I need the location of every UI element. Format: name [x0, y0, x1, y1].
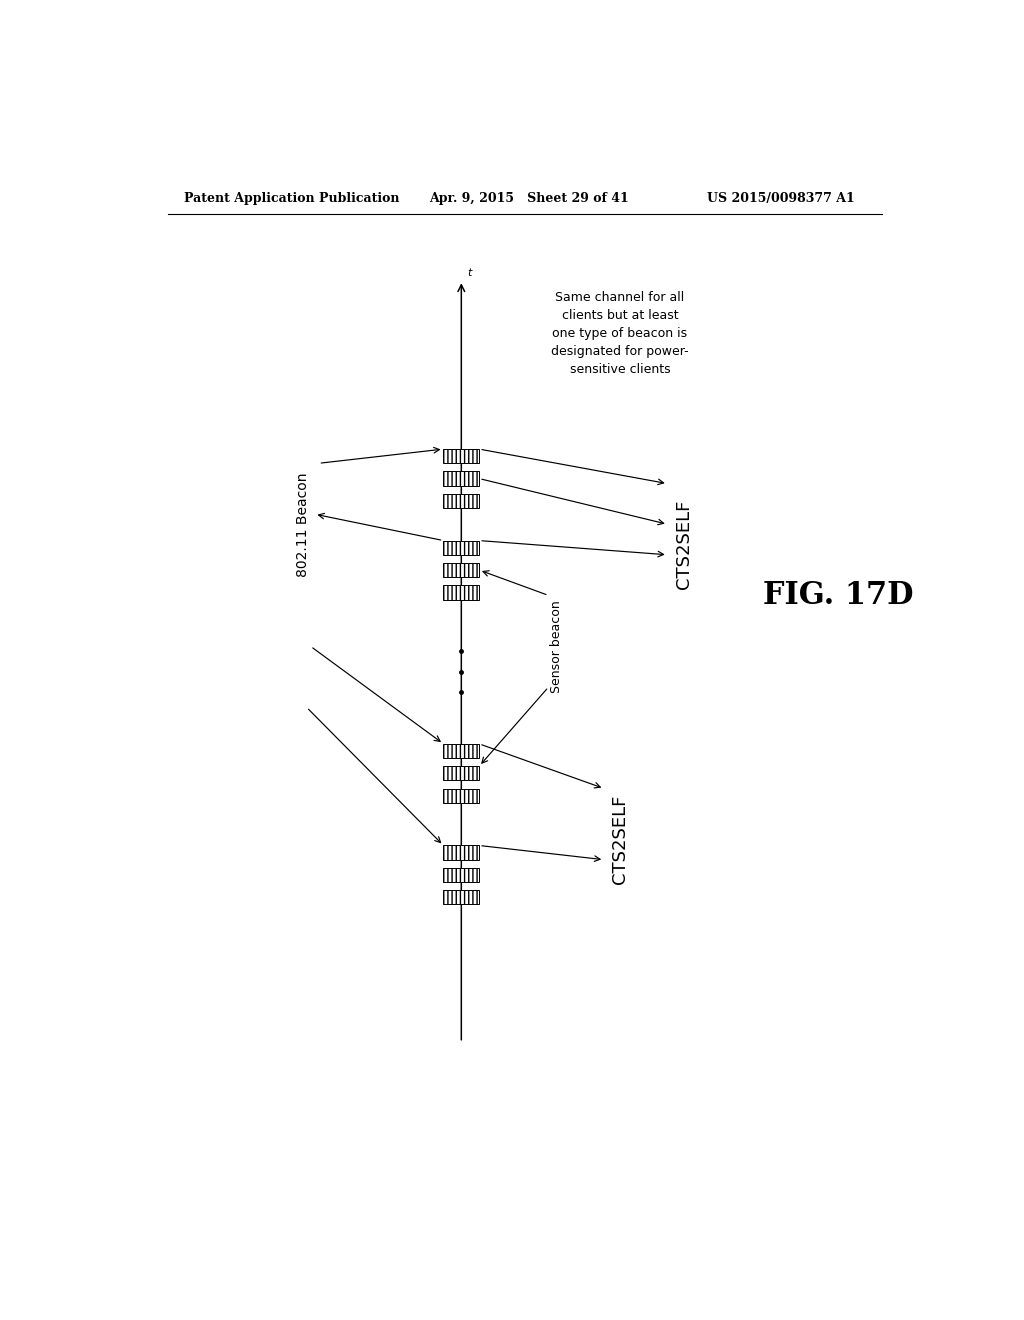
- Bar: [443, 494, 479, 508]
- Text: CTS2SELF: CTS2SELF: [611, 795, 629, 884]
- Text: Patent Application Publication: Patent Application Publication: [183, 191, 399, 205]
- Bar: [443, 744, 479, 758]
- Text: FIG. 17D: FIG. 17D: [763, 579, 913, 611]
- Bar: [443, 562, 479, 577]
- Text: 802.11 Beacon: 802.11 Beacon: [296, 473, 309, 577]
- Text: US 2015/0098377 A1: US 2015/0098377 A1: [708, 191, 855, 205]
- Bar: [443, 890, 479, 904]
- Text: CTS2SELF: CTS2SELF: [675, 500, 692, 589]
- Text: t: t: [468, 268, 472, 279]
- Text: Same channel for all
clients but at least
one type of beacon is
designated for p: Same channel for all clients but at leas…: [551, 290, 689, 375]
- Bar: [443, 585, 479, 599]
- Bar: [443, 766, 479, 780]
- Bar: [443, 846, 479, 859]
- Bar: [443, 788, 479, 803]
- Text: Apr. 9, 2015   Sheet 29 of 41: Apr. 9, 2015 Sheet 29 of 41: [430, 191, 630, 205]
- Bar: [443, 541, 479, 554]
- Text: Sensor beacon: Sensor beacon: [550, 599, 563, 693]
- Bar: [443, 867, 479, 882]
- Bar: [443, 449, 479, 463]
- Bar: [443, 471, 479, 486]
